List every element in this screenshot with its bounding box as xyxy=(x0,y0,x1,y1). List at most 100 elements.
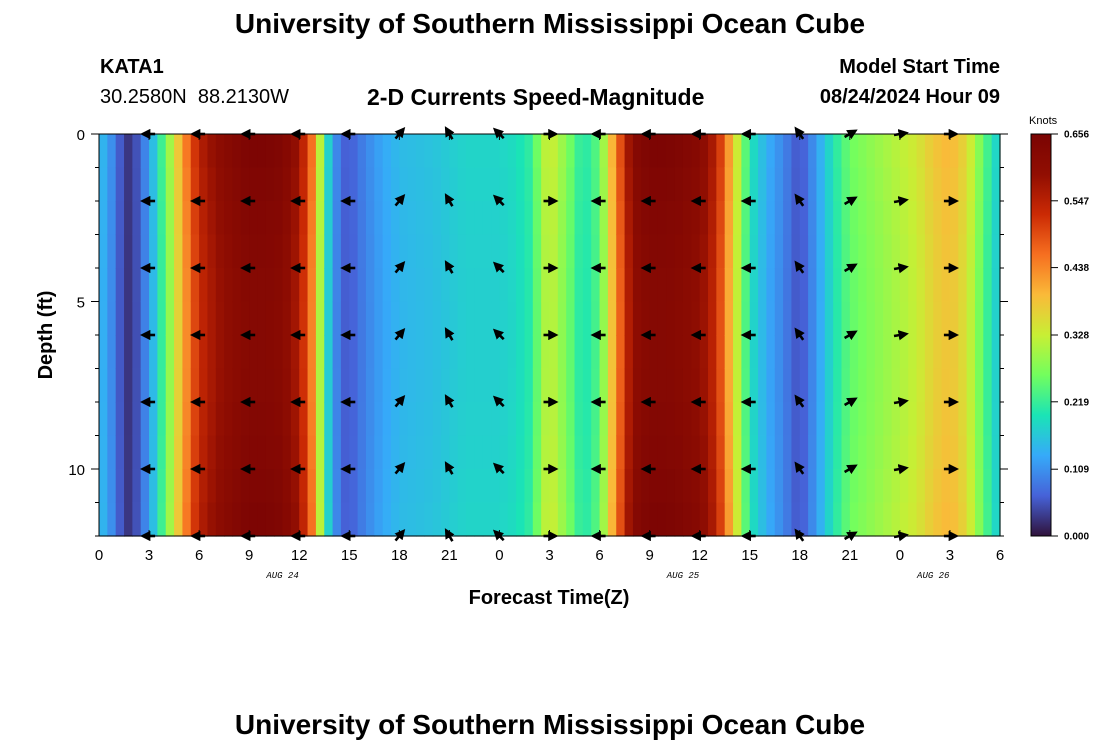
heatmap-cell xyxy=(257,502,267,537)
heatmap-cell xyxy=(808,335,818,370)
heatmap-cell xyxy=(190,435,200,470)
heatmap-cell xyxy=(265,335,275,370)
heatmap-cell xyxy=(240,268,250,303)
heatmap-cell xyxy=(699,268,709,303)
heatmap-cell xyxy=(516,201,526,236)
heatmap-cell xyxy=(816,402,826,437)
heatmap-cell xyxy=(382,134,392,169)
heatmap-cell xyxy=(165,469,175,504)
heatmap-cell xyxy=(324,469,334,504)
heatmap-cell xyxy=(666,335,676,370)
heatmap-cell xyxy=(933,335,943,370)
heatmap-cell xyxy=(274,268,284,303)
heatmap-cell xyxy=(891,402,901,437)
heatmap-cell xyxy=(557,435,567,470)
heatmap-cell xyxy=(466,469,476,504)
heatmap-cell xyxy=(966,435,976,470)
heatmap-cell xyxy=(182,268,192,303)
heatmap-cell xyxy=(190,301,200,336)
heatmap-cell xyxy=(249,368,259,403)
heatmap-cell xyxy=(432,502,442,537)
heatmap-cell xyxy=(174,435,184,470)
heatmap-cell xyxy=(649,335,659,370)
heatmap-cell xyxy=(741,268,751,303)
heatmap-cell xyxy=(199,301,209,336)
heatmap-cell xyxy=(324,201,334,236)
heatmap-cell xyxy=(991,268,1001,303)
heatmap-cell xyxy=(215,134,225,169)
heatmap-cell xyxy=(140,335,150,370)
axes: 0 3 6 9 12 15 18 21 0 3 6 9 12 15 18 21 0 3 6 AUG 24 AUG 25 A… xyxy=(68,127,1008,581)
heatmap-cell xyxy=(849,435,859,470)
heatmap-cell xyxy=(207,268,217,303)
heatmap-cell xyxy=(257,402,267,437)
heatmap-cell xyxy=(657,167,667,202)
heatmap-cell xyxy=(457,335,467,370)
heatmap-cell xyxy=(140,268,150,303)
heatmap-cell xyxy=(482,335,492,370)
heatmap-cell xyxy=(549,268,559,303)
x-tick-label: 12 xyxy=(291,547,308,564)
heatmap-cell xyxy=(833,301,843,336)
heatmap-cell xyxy=(516,469,526,504)
heatmap-cell xyxy=(949,201,959,236)
heatmap-cell xyxy=(724,167,734,202)
heatmap-cell xyxy=(682,368,692,403)
heatmap-cell xyxy=(516,335,526,370)
heatmap-cell xyxy=(532,301,542,336)
heatmap-cell xyxy=(582,134,592,169)
heatmap-cell xyxy=(891,167,901,202)
heatmap-cell xyxy=(574,368,584,403)
heatmap-cell xyxy=(524,234,534,269)
heatmap-cell xyxy=(808,368,818,403)
heatmap-cell xyxy=(624,201,634,236)
heatmap-cell xyxy=(265,469,275,504)
heatmap-cell xyxy=(974,402,984,437)
heatmap-cell xyxy=(149,167,158,202)
heatmap-cell xyxy=(240,301,250,336)
heatmap-cell xyxy=(340,469,350,504)
heatmap-cell xyxy=(340,435,350,470)
heatmap-cell xyxy=(407,268,417,303)
current-arrow xyxy=(444,394,455,408)
heatmap-cell xyxy=(866,368,876,403)
heatmap-cell xyxy=(833,469,843,504)
heatmap-cell xyxy=(824,469,834,504)
heatmap-cell xyxy=(699,167,709,202)
heatmap-cell xyxy=(257,335,267,370)
heatmap-cell xyxy=(582,502,592,537)
heatmap-cell xyxy=(99,335,108,370)
heatmap-cell xyxy=(733,335,742,370)
heatmap-cell xyxy=(816,335,826,370)
heatmap-cell xyxy=(941,234,951,269)
heatmap-cell xyxy=(624,234,634,269)
heatmap-cell xyxy=(791,335,801,370)
heatmap-cell xyxy=(616,167,626,202)
heatmap-cell xyxy=(674,268,684,303)
heatmap-cell xyxy=(691,167,701,202)
heatmap-cell xyxy=(182,234,192,269)
x-tick-label: 0 xyxy=(495,547,503,564)
heatmap-cell xyxy=(149,435,158,470)
heatmap-cell xyxy=(949,335,959,370)
heatmap-cell xyxy=(816,268,826,303)
x-tick-label: 6 xyxy=(195,547,203,564)
heatmap-cell xyxy=(466,435,476,470)
heatmap-cell xyxy=(499,167,509,202)
heatmap-cell xyxy=(416,268,425,303)
heatmap-cell xyxy=(574,435,584,470)
heatmap-cell xyxy=(983,167,993,202)
heatmap-cell xyxy=(332,134,342,169)
heatmap-cell xyxy=(149,402,158,437)
heatmap-cell xyxy=(332,469,342,504)
heatmap-cell xyxy=(632,502,642,537)
heatmap-cell xyxy=(983,201,993,236)
heatmap-cell xyxy=(240,402,250,437)
x-tick-label: 9 xyxy=(245,547,253,564)
heatmap-cell xyxy=(741,502,751,537)
heatmap-cell xyxy=(441,402,450,437)
heatmap-cell xyxy=(966,234,976,269)
heatmap-cell xyxy=(174,167,184,202)
heatmap-cell xyxy=(299,502,309,537)
heatmap-cell xyxy=(733,502,742,537)
